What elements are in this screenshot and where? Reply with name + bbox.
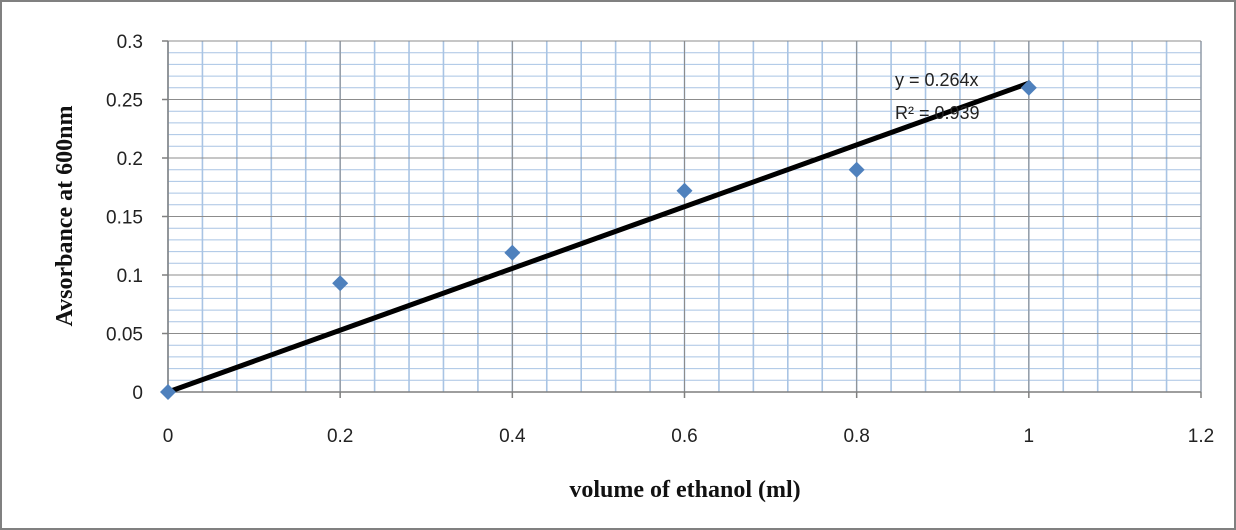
y-tick-label: 0.15 xyxy=(106,208,143,229)
x-tick-labels: 0 0.2 0.4 0.6 0.8 1 1.2 xyxy=(163,426,1215,447)
x-tick-label: 0 xyxy=(163,426,174,447)
y-tick-label: 0.1 xyxy=(117,266,143,287)
y-tick-label: 0.3 xyxy=(117,32,143,53)
axes xyxy=(162,40,1202,398)
y-axis-title: Avsorbance at 600nm xyxy=(52,106,78,327)
y-tick-label: 0 xyxy=(132,383,143,404)
x-tick-label: 1 xyxy=(1024,426,1035,447)
trendline xyxy=(165,80,1032,395)
x-tick-label: 0.8 xyxy=(843,426,869,447)
y-tick-label: 0.2 xyxy=(117,149,143,170)
major-gridlines xyxy=(167,40,1202,393)
x-tick-label: 0.2 xyxy=(327,426,353,447)
y-tick-label: 0.25 xyxy=(106,91,143,112)
x-axis-title: volume of ethanol (ml) xyxy=(569,477,800,503)
data-point xyxy=(160,384,176,400)
data-point xyxy=(332,275,349,292)
x-tick-label: 1.2 xyxy=(1188,426,1214,447)
data-point xyxy=(504,244,521,261)
trendline-equation: y = 0.264x xyxy=(895,70,979,90)
y-tick-labels: 0 0.05 0.1 0.15 0.2 0.25 0.3 xyxy=(106,32,143,404)
x-tick-label: 0.6 xyxy=(671,426,697,447)
data-point xyxy=(1020,79,1037,96)
x-tick-label: 0.4 xyxy=(499,426,526,447)
trendline-r-squared: R² = 0.939 xyxy=(895,103,980,123)
data-points xyxy=(160,79,1037,400)
y-tick-label: 0.05 xyxy=(106,325,143,346)
data-point xyxy=(848,161,865,178)
data-point xyxy=(676,182,693,199)
trendline-group xyxy=(165,80,1032,395)
